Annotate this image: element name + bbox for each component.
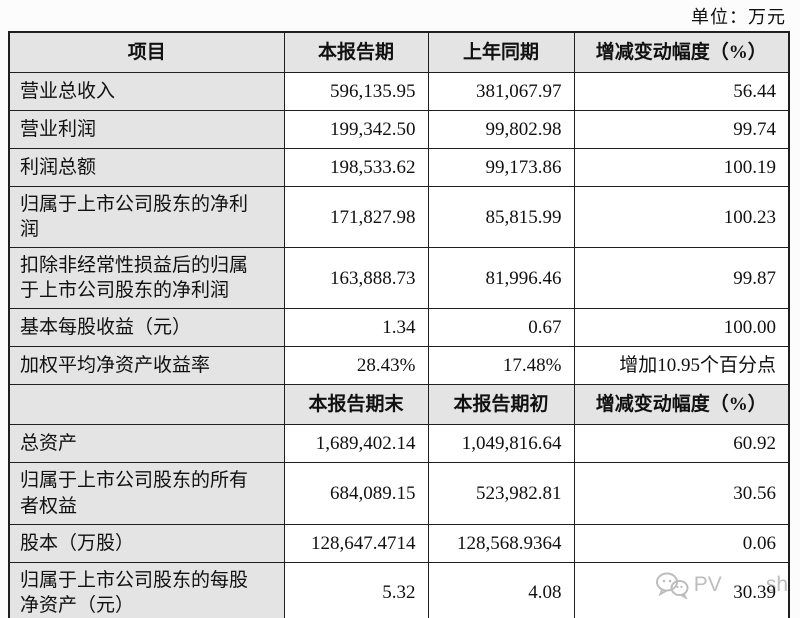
table-row: 利润总额 198,533.62 99,173.86 100.19 bbox=[8, 148, 790, 188]
value-cell: 171,827.98 bbox=[283, 186, 429, 249]
table-row: 归属于上市公司股东的净利润 171,827.98 85,815.99 100.23 bbox=[8, 186, 790, 249]
value-cell: 0.67 bbox=[427, 308, 575, 348]
value-cell: 99.74 bbox=[573, 110, 790, 150]
table-row: 总资产 1,689,402.14 1,049,816.64 60.92 bbox=[8, 424, 790, 464]
header-cell bbox=[8, 384, 285, 426]
financial-table: 项目 本报告期 上年同期 增减变动幅度（%） 营业总收入 596,135.95 381,06… bbox=[8, 31, 790, 618]
value-cell: 100.00 bbox=[573, 308, 790, 348]
value-cell: 1,049,816.64 bbox=[427, 424, 575, 464]
header-cell: 项目 bbox=[8, 31, 285, 74]
header-cell: 增减变动幅度（%） bbox=[573, 384, 790, 426]
header-cell: 增减变动幅度（%） bbox=[573, 31, 790, 74]
value-cell: 5.32 bbox=[283, 561, 429, 618]
header-cell: 上年同期 bbox=[427, 31, 575, 74]
financial-table-body: 项目 本报告期 上年同期 增减变动幅度（%） 营业总收入 596,135.95 381,06… bbox=[8, 31, 790, 618]
header-cell: 本报告期 bbox=[283, 31, 429, 74]
table-row: 营业利润 199,342.50 99,802.98 99.74 bbox=[8, 110, 790, 150]
table-row: 归属于上市公司股东的每股净资产（元） 5.32 4.08 30.39 bbox=[8, 561, 790, 618]
value-cell: 99.87 bbox=[573, 247, 790, 310]
value-cell: 198,533.62 bbox=[283, 148, 429, 188]
value-cell: 199,342.50 bbox=[283, 110, 429, 150]
header-row: 项目 本报告期 上年同期 增减变动幅度（%） bbox=[8, 31, 790, 74]
header-cell: 本报告期末 bbox=[283, 384, 429, 426]
value-cell: 60.92 bbox=[573, 424, 790, 464]
value-cell: 523,982.81 bbox=[427, 462, 575, 525]
value-cell: 99,173.86 bbox=[427, 148, 575, 188]
value-cell: 1.34 bbox=[283, 308, 429, 348]
value-cell: 30.39 bbox=[573, 561, 790, 618]
value-cell: 684,089.15 bbox=[283, 462, 429, 525]
table-row: 营业总收入 596,135.95 381,067.97 56.44 bbox=[8, 72, 790, 112]
table-row: 扣除非经常性损益后的归属于上市公司股东的净利润 163,888.73 81,996.… bbox=[8, 247, 790, 310]
row-label-cell: 营业利润 bbox=[8, 110, 285, 150]
value-cell: 596,135.95 bbox=[283, 72, 429, 112]
value-cell: 0.06 bbox=[573, 523, 790, 563]
table-row: 股本（万股） 128,647.4714 128,568.9364 0.06 bbox=[8, 523, 790, 563]
value-cell: 17.48% bbox=[427, 346, 575, 386]
table-row: 基本每股收益（元） 1.34 0.67 100.00 bbox=[8, 308, 790, 348]
unit-label: 单位：万元 bbox=[691, 7, 786, 27]
row-label-cell: 股本（万股） bbox=[8, 523, 285, 563]
row-label-cell: 基本每股收益（元） bbox=[8, 308, 285, 348]
header-row: 本报告期末 本报告期初 增减变动幅度（%） bbox=[8, 384, 790, 426]
value-cell: 1,689,402.14 bbox=[283, 424, 429, 464]
row-label-cell: 扣除非经常性损益后的归属于上市公司股东的净利润 bbox=[8, 247, 285, 310]
value-cell: 增加10.95个百分点 bbox=[573, 346, 790, 386]
row-label-cell: 归属于上市公司股东的所有者权益 bbox=[8, 462, 285, 525]
table-row: 归属于上市公司股东的所有者权益 684,089.15 523,982.81 30.56 bbox=[8, 462, 790, 525]
value-cell: 128,568.9364 bbox=[427, 523, 575, 563]
value-cell: 56.44 bbox=[573, 72, 790, 112]
value-cell: 30.56 bbox=[573, 462, 790, 525]
table-row: 加权平均净资产收益率 28.43% 17.48% 增加10.95个百分点 bbox=[8, 346, 790, 386]
value-cell: 28.43% bbox=[283, 346, 429, 386]
value-cell: 100.19 bbox=[573, 148, 790, 188]
value-cell: 4.08 bbox=[427, 561, 575, 618]
value-cell: 163,888.73 bbox=[283, 247, 429, 310]
value-cell: 381,067.97 bbox=[427, 72, 575, 112]
value-cell: 99,802.98 bbox=[427, 110, 575, 150]
row-label-cell: 加权平均净资产收益率 bbox=[8, 346, 285, 386]
value-cell: 128,647.4714 bbox=[283, 523, 429, 563]
row-label-cell: 营业总收入 bbox=[8, 72, 285, 112]
value-cell: 81,996.46 bbox=[427, 247, 575, 310]
row-label-cell: 归属于上市公司股东的每股净资产（元） bbox=[8, 561, 285, 618]
row-label-cell: 利润总额 bbox=[8, 148, 285, 188]
row-label-cell: 归属于上市公司股东的净利润 bbox=[8, 186, 285, 249]
row-label-cell: 总资产 bbox=[8, 424, 285, 464]
value-cell: 100.23 bbox=[573, 186, 790, 249]
header-cell: 本报告期初 bbox=[427, 384, 575, 426]
value-cell: 85,815.99 bbox=[427, 186, 575, 249]
